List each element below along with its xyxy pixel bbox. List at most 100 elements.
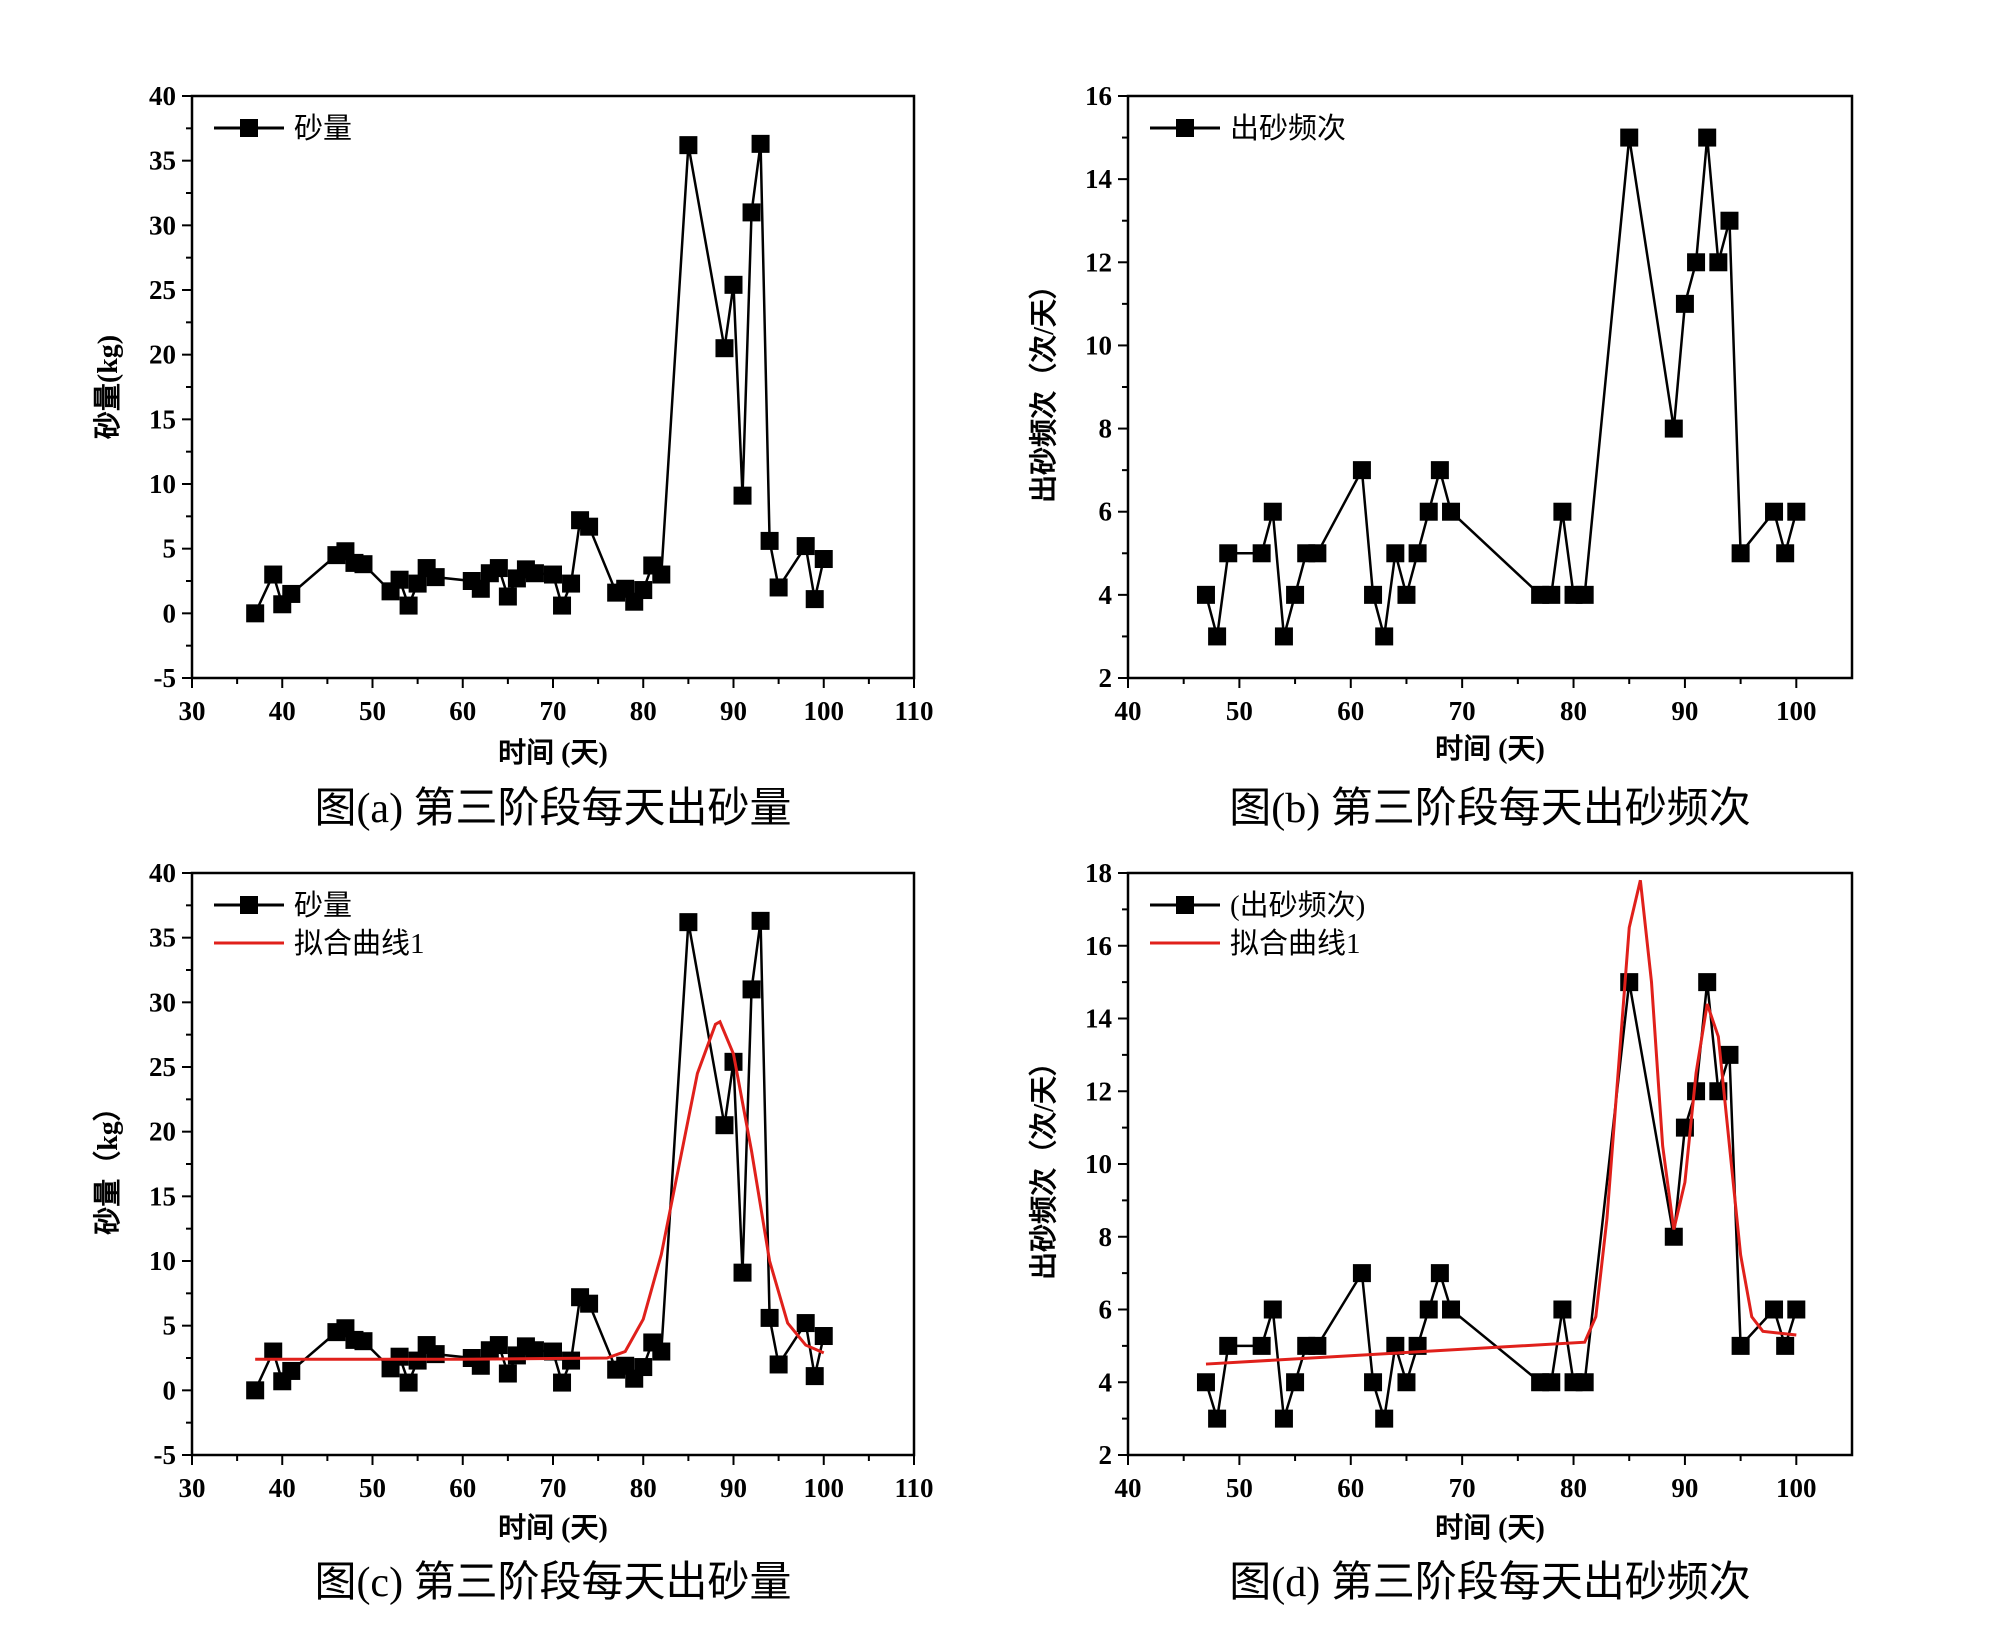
data-point	[760, 531, 779, 550]
plot-frame	[1126, 871, 1854, 1457]
y-tick-label: 0	[163, 598, 177, 628]
x-tick-label: 100	[804, 696, 845, 726]
x-tick-label: 100	[804, 1473, 845, 1503]
y-tick-label: 6	[1099, 1295, 1113, 1325]
data-point	[1397, 585, 1416, 604]
x-tick-label: 60	[449, 696, 476, 726]
legend-label: 砂量	[294, 889, 352, 922]
x-tick-label: 110	[894, 696, 933, 726]
data-point	[1274, 627, 1293, 646]
y-tick-label: 8	[1099, 414, 1113, 444]
fit-curve	[255, 1019, 825, 1361]
data-point	[246, 1381, 265, 1400]
y-tick-label: 8	[1099, 1222, 1113, 1252]
data-point	[1364, 1373, 1383, 1392]
x-axis-label: 时间 (天)	[498, 737, 608, 769]
x-tick-label: 90	[720, 696, 747, 726]
data-point	[814, 550, 833, 569]
data-point	[1765, 502, 1784, 521]
legend-marker	[240, 896, 258, 914]
data-point	[1286, 585, 1305, 604]
y-tick-label: 20	[149, 1117, 176, 1147]
data-point	[282, 584, 301, 603]
y-tick-label: 35	[149, 146, 176, 176]
data-point	[471, 1356, 490, 1375]
data-point	[634, 581, 653, 600]
x-tick-label: 70	[1449, 1473, 1476, 1503]
legend-label: 拟合曲线1	[294, 927, 425, 960]
data-point	[679, 913, 698, 932]
y-tick-label: 16	[1085, 931, 1112, 961]
y-tick-label: 2	[1099, 1440, 1113, 1470]
plot-frame	[190, 871, 916, 1457]
data-point	[562, 1351, 581, 1370]
data-point	[796, 537, 815, 556]
data-point	[1765, 1300, 1784, 1319]
y-tick-label: 4	[1099, 1367, 1113, 1397]
data-point	[426, 568, 445, 587]
data-point	[246, 604, 265, 623]
data-point	[796, 1314, 815, 1333]
data-point	[354, 555, 373, 574]
data-point	[742, 980, 761, 999]
y-tick-label: 15	[149, 404, 176, 434]
chart-caption: 图(c) 第三阶段每天出砂量	[314, 1560, 791, 1606]
data-point	[1664, 1227, 1683, 1246]
data-point	[1664, 419, 1683, 438]
data-point	[1419, 1300, 1438, 1319]
y-tick-label: 18	[1085, 858, 1112, 888]
chart-caption: 图(a) 第三阶段每天出砂量	[314, 786, 791, 832]
y-tick-label: 30	[149, 987, 176, 1017]
data-point	[498, 1364, 517, 1383]
data-point	[1208, 627, 1227, 646]
x-axis-label: 时间 (天)	[1435, 1512, 1545, 1544]
y-tick-label: 15	[149, 1181, 176, 1211]
x-tick-label: 60	[1337, 696, 1364, 726]
data-point	[1375, 627, 1394, 646]
x-tick-label: 60	[449, 1473, 476, 1503]
x-tick-label: 40	[269, 696, 296, 726]
data-point	[1553, 1300, 1572, 1319]
legend-marker	[240, 119, 258, 137]
data-point	[733, 486, 752, 505]
data-point	[580, 1294, 599, 1313]
y-tick-label: 25	[149, 275, 176, 305]
data-point	[1308, 544, 1327, 563]
data-point	[1776, 544, 1795, 563]
data-point	[1375, 1409, 1394, 1428]
data-point	[769, 578, 788, 597]
legend-label: (出砂频次)	[1230, 889, 1365, 922]
x-tick-label: 70	[540, 1473, 567, 1503]
x-tick-label: 70	[540, 696, 567, 726]
y-tick-label: 5	[163, 1311, 177, 1341]
data-point	[489, 559, 508, 578]
x-axis-label: 时间 (天)	[498, 1512, 608, 1544]
data-point	[390, 570, 409, 589]
chart-c: 30 40 50 60 70 80 90 100 110 -5 0 5 10 15 20 25 30 35 40 时间…	[91, 858, 934, 1606]
data-point	[652, 1342, 671, 1361]
x-tick-label: 100	[1776, 1473, 1817, 1503]
y-tick-label: 16	[1085, 81, 1112, 111]
data-point	[1731, 1336, 1750, 1355]
y-tick-label: 40	[149, 858, 176, 888]
data-point	[525, 1341, 544, 1360]
x-tick-label: 40	[1115, 696, 1142, 726]
data-point	[408, 574, 427, 593]
y-tick-label: 6	[1099, 497, 1113, 527]
x-tick-label: 60	[1337, 1473, 1364, 1503]
data-point	[1252, 544, 1271, 563]
data-point	[1386, 544, 1405, 563]
data-point	[264, 1342, 283, 1361]
data-point	[1397, 1373, 1416, 1392]
plot-frame	[1126, 94, 1854, 680]
data-point	[1386, 1336, 1405, 1355]
data-point	[1419, 502, 1438, 521]
legend-marker	[1176, 119, 1194, 137]
x-tick-label: 110	[894, 1473, 933, 1503]
x-tick-label: 40	[269, 1473, 296, 1503]
y-axis-label: 出砂频次（次/天）	[1027, 271, 1060, 503]
y-tick-label: 10	[149, 1246, 176, 1276]
data-point	[1308, 1336, 1327, 1355]
data-point	[1687, 1082, 1706, 1101]
x-tick-label: 50	[1226, 696, 1253, 726]
